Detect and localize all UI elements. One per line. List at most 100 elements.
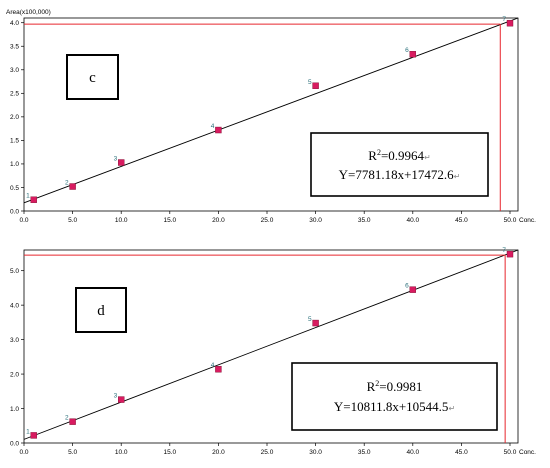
panel-c-data-point: [30, 196, 37, 203]
panel-d-xtick-label: 35.0: [358, 449, 371, 456]
panel-d-point-label: 5: [308, 316, 312, 323]
panel-d-ytick-label: 3.0: [10, 337, 19, 344]
panel-d-point-label: 7: [502, 247, 506, 254]
panel-c-point-label: 7: [502, 16, 506, 23]
panel-d-fit-line: [23, 249, 519, 440]
panel-c: Area(x100,000) 0.0 5.0 10.0 15.0 20.0 25.0 30.…: [6, 9, 536, 224]
panel-d-points-layer: 1 2 3 4 5 6 7: [26, 247, 514, 439]
panel-c-data-point: [312, 82, 319, 89]
panel-c-point-label: 3: [114, 156, 118, 163]
panel-c-data-point: [215, 126, 222, 134]
panel-d-equation-box: [291, 362, 498, 431]
panel-c-letter-box: [66, 54, 119, 100]
panel-d-data-point: [30, 432, 37, 439]
panel-d-xtick-label: 15.0: [163, 449, 176, 456]
panel-c-ytick-label: 2.0: [10, 114, 19, 121]
panel-d-point-label: 4: [211, 362, 215, 369]
panel-d-letter: d: [97, 303, 105, 319]
panel-c-ytick-label: 0.0: [10, 208, 19, 215]
panel-d-data-point: [215, 366, 222, 373]
panel-c-xtick-label: 30.0: [309, 217, 322, 224]
panel-c-xlabel: Conc.: [519, 217, 536, 224]
panel-d-y-axis: 0.0 1.0 2.0 3.0 4.0 5.0: [10, 268, 24, 447]
panel-c-equation-box: [310, 132, 489, 197]
panel-d-point-label: 2: [65, 415, 69, 422]
panel-d-r2: R2=0.9981: [367, 379, 423, 394]
panel-d-xtick-label: 40.0: [406, 449, 419, 456]
panel-c-crosshair-layer: [24, 23, 501, 211]
panel-c-point-label: 4: [211, 123, 215, 130]
panel-c-ytick-label: 1.0: [10, 161, 19, 168]
panel-d-equation: Y=10811.8x+10544.5↵: [334, 399, 455, 414]
panel-c-y-axis: 0.0 0.5 1.0 1.5 2.0 2.5 3.0 3.5 4.0: [10, 20, 24, 215]
panel-c-data-point: [117, 159, 125, 166]
panel-c-ytick-label: 3.5: [10, 44, 19, 51]
panel-c-letter: c: [89, 70, 96, 86]
panel-d-xlabel: Conc.: [519, 449, 536, 456]
panel-c-xtick-label: 25.0: [261, 217, 274, 224]
panel-d-ytick-label: 0.0: [10, 440, 19, 447]
panel-c-equation-mark: ↵: [454, 172, 461, 181]
panel-c-r2: R2=0.9964↵: [368, 148, 430, 163]
panel-d-equation-mark: ↵: [448, 404, 455, 413]
panel-c-point-label: 5: [308, 79, 312, 86]
panel-d-data-point: [312, 319, 319, 327]
panel-c-r2-mark: ↵: [424, 153, 431, 162]
panel-d-xtick-label: 20.0: [212, 449, 225, 456]
panel-d-xtick-label: 5.0: [68, 449, 77, 456]
panel-d-point-label: 3: [114, 393, 118, 400]
panel-d-data-point: [409, 286, 416, 293]
panel-d-plot-frame: [23, 249, 519, 444]
panel-d-xtick-label: 45.0: [455, 449, 468, 456]
panel-d-data-point: [69, 418, 76, 425]
panel-c-ytick-label: 3.0: [10, 67, 19, 74]
panel-d-point-label: 1: [26, 428, 30, 435]
panel-c-xtick-label: 20.0: [212, 217, 225, 224]
panel-c-point-label: 6: [405, 47, 409, 54]
panel-d-ytick-label: 2.0: [10, 371, 19, 378]
panel-d-data-point: [506, 250, 514, 258]
panel-c-xtick-label: 50.0: [504, 217, 517, 224]
panel-d-r2-label: R: [367, 379, 376, 394]
panel-d-xtick-label: 25.0: [261, 449, 274, 456]
panel-c-ytick-label: 4.0: [10, 20, 19, 27]
panel-d-xtick-label: 0.0: [19, 449, 28, 456]
panel-c-r2-sup: 2: [377, 148, 381, 157]
panel-c-xtick-label: 5.0: [68, 217, 77, 224]
panel-c-points-layer: 1 2 3 4 5 6 7: [26, 16, 514, 203]
panel-c-data-point: [409, 51, 416, 58]
panel-c-data-point: [69, 183, 76, 190]
panel-c-ytick-label: 1.5: [10, 138, 19, 145]
panel-c-ylabel: Area(x100,000): [6, 9, 51, 16]
panel-d-x-axis: 0.0 5.0 10.0 15.0 20.0 25.0 30.0 35.0 40.0 45.0 50…: [19, 443, 536, 456]
panel-c-xtick-label: 10.0: [115, 217, 128, 224]
panel-d-equation-text: Y=10811.8x+10544.5: [334, 399, 449, 414]
panel-d-ytick-label: 4.0: [10, 302, 19, 309]
panel-d: 0.0 5.0 10.0 15.0 20.0 25.0 30.0 35.0 40.0 45.0 50…: [10, 247, 536, 456]
panel-d-fit-layer: [23, 249, 519, 440]
panel-c-ytick-label: 0.5: [10, 185, 19, 192]
panel-c-xtick-label: 45.0: [455, 217, 468, 224]
panel-c-r2-label: R: [368, 148, 377, 163]
panel-c-x-axis: 0.0 5.0 10.0 15.0 20.0 25.0 30.0 35.0 40.0 45.0 50…: [19, 211, 536, 224]
panel-c-plot-frame: [23, 17, 519, 212]
panel-c-xtick-label: 0.0: [19, 217, 28, 224]
panel-d-r2-sup: 2: [375, 379, 379, 388]
panel-c-xtick-label: 40.0: [406, 217, 419, 224]
panel-d-data-point: [117, 396, 125, 403]
panel-c-point-label: 1: [26, 193, 30, 200]
panel-d-xtick-label: 10.0: [115, 449, 128, 456]
panel-d-crosshair-layer: [24, 254, 506, 443]
panel-c-r2-value: =0.9964: [381, 148, 425, 163]
panel-c-data-point: [506, 19, 514, 27]
panel-d-ytick-label: 5.0: [10, 268, 19, 275]
panel-d-point-label: 6: [405, 283, 409, 290]
panel-c-fit-layer: [23, 17, 519, 204]
panel-d-ytick-label: 1.0: [10, 406, 19, 413]
panel-c-equation-text: Y=7781.18x+17472.6: [339, 167, 455, 182]
panel-c-equation: Y=7781.18x+17472.6↵: [339, 167, 461, 182]
panel-d-xtick-label: 50.0: [504, 449, 517, 456]
panel-d-r2-value: =0.9981: [379, 379, 422, 394]
panel-c-ytick-label: 2.5: [10, 91, 19, 98]
